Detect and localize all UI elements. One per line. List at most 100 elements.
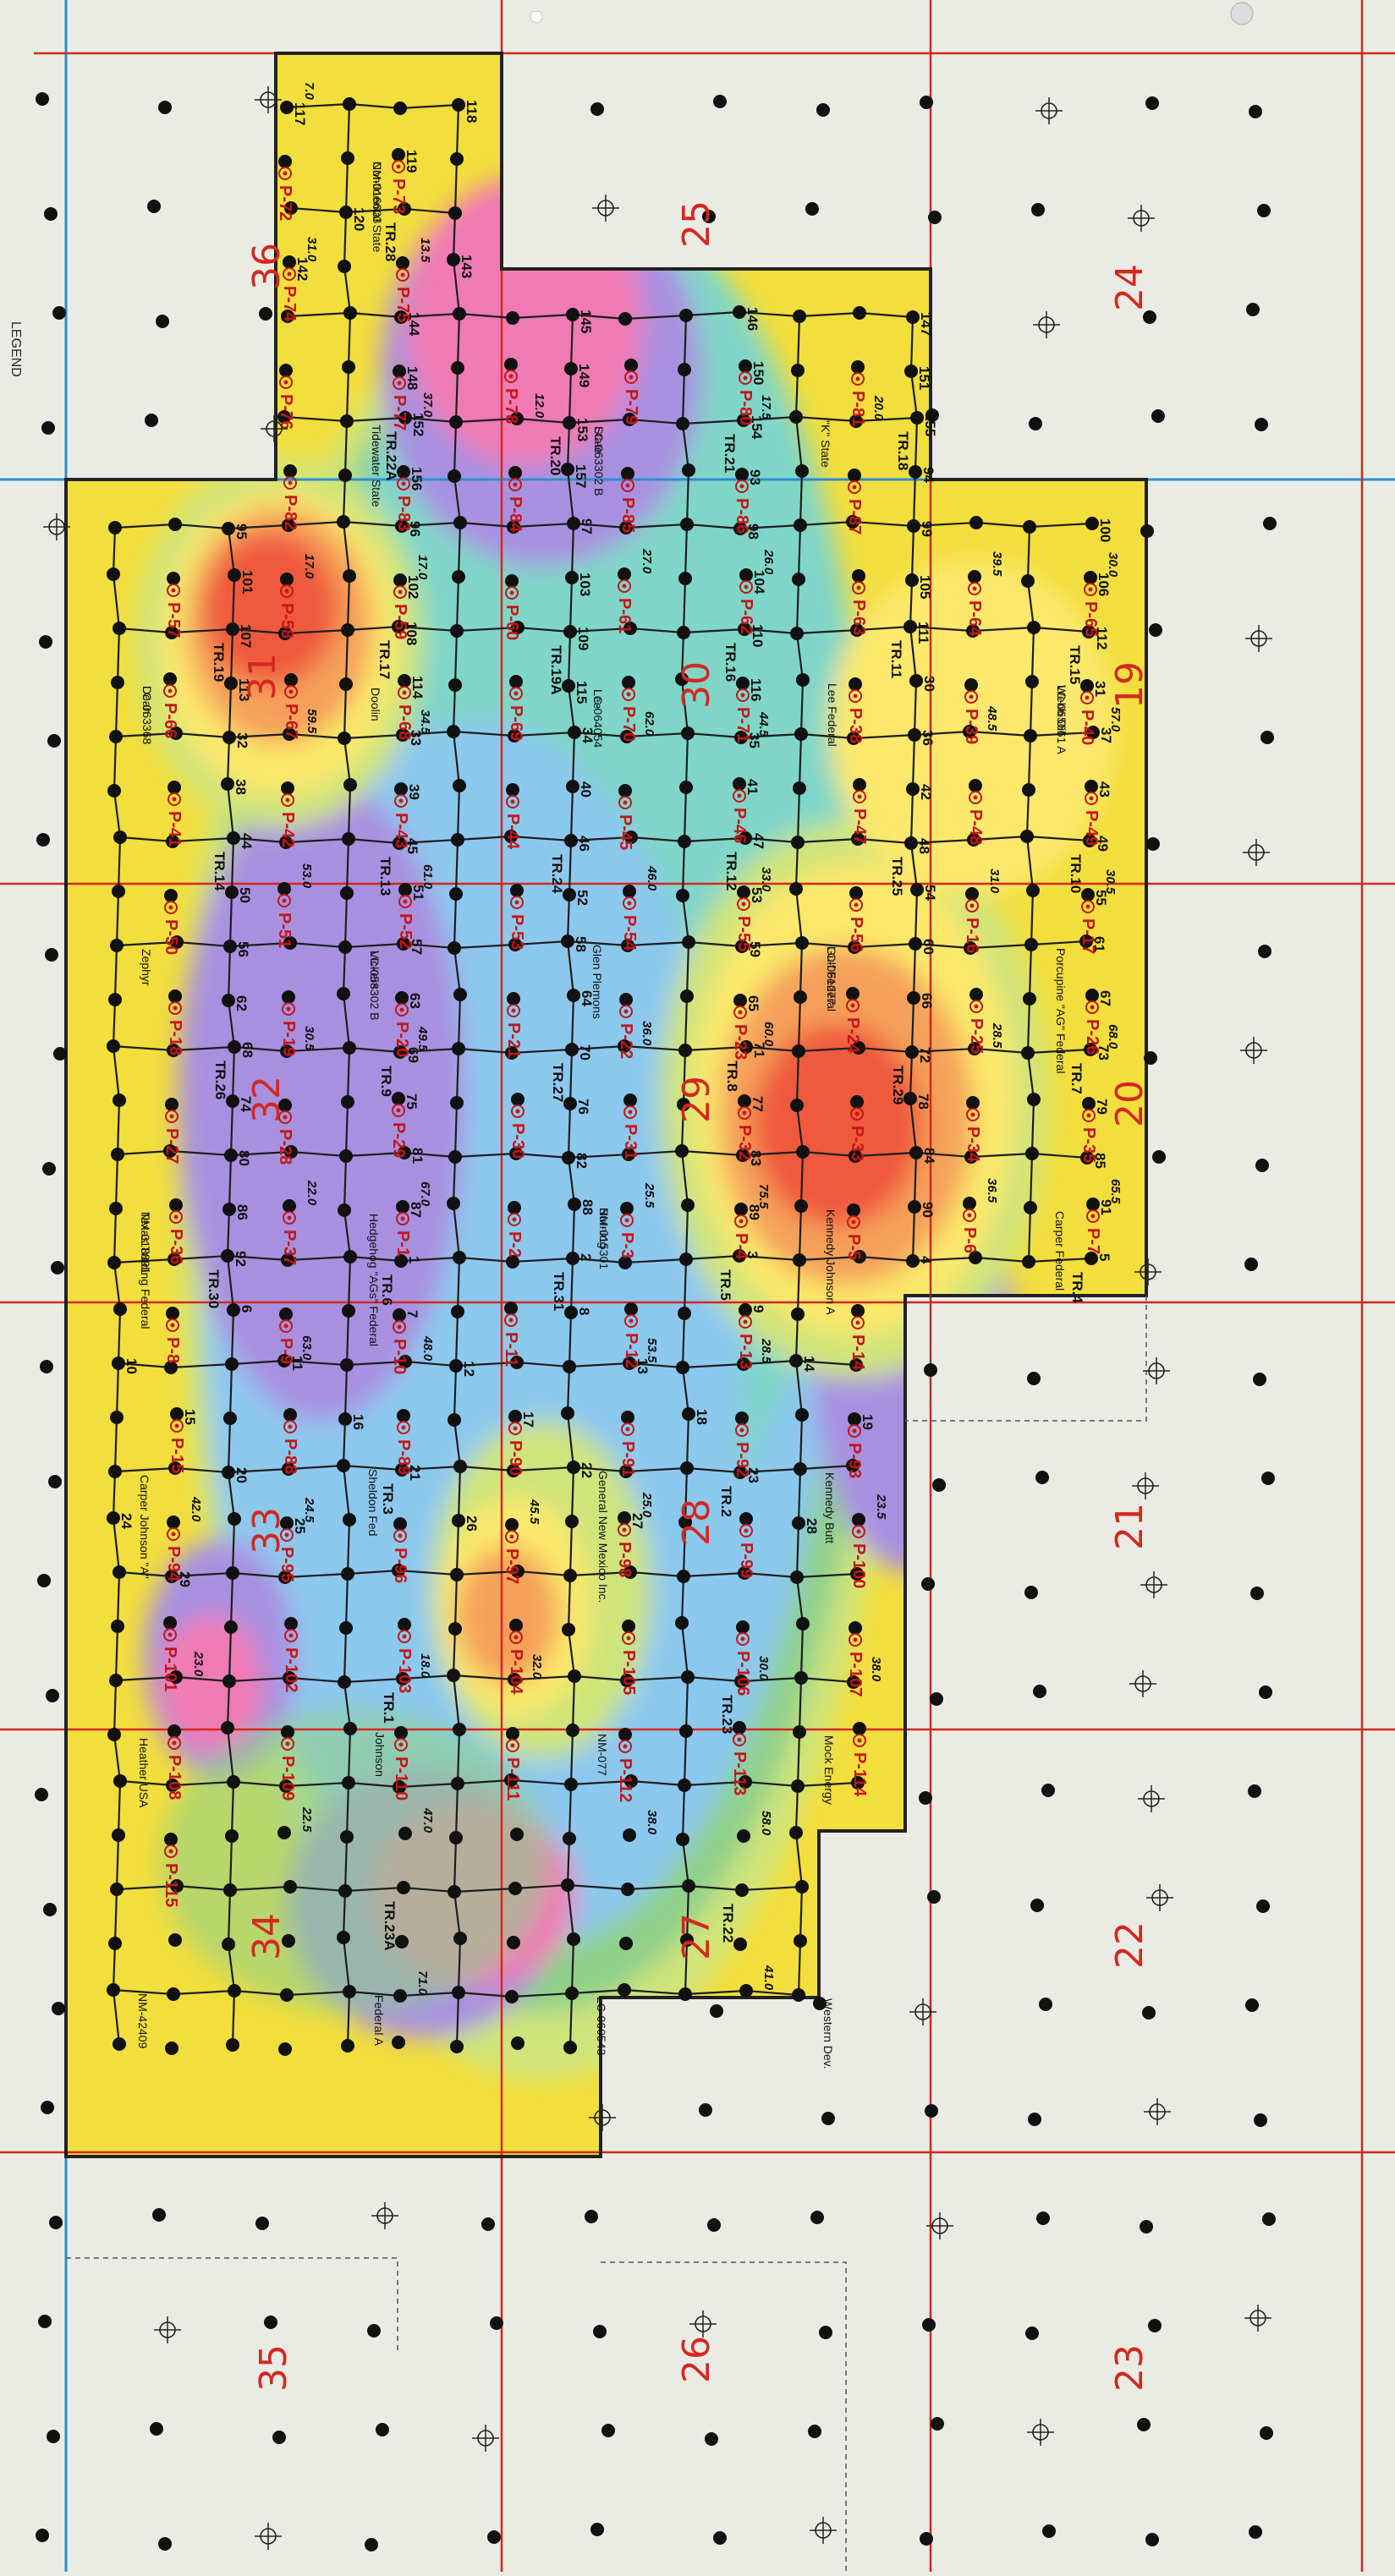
outside-well <box>47 734 61 748</box>
dry-hole-symbol <box>1146 1884 1173 1911</box>
producing-well <box>623 1828 636 1842</box>
lease-label: Burning <box>597 1208 611 1248</box>
injection-well: P-99 <box>737 1524 755 1578</box>
injector-label: P-22 <box>617 1023 635 1059</box>
producing-wells <box>107 97 1100 2056</box>
tract-label: TR.23A <box>382 1901 398 1951</box>
outside-well <box>705 2432 718 2446</box>
tract-label: TR.5 <box>717 1269 733 1301</box>
producing-well <box>794 1671 808 1685</box>
outside-well <box>927 1890 941 1904</box>
producing-well <box>566 308 579 321</box>
producing-well <box>1084 1043 1097 1056</box>
outside-well <box>821 2112 835 2125</box>
producing-well <box>968 1042 981 1055</box>
injection-well: P-18 <box>166 1001 184 1055</box>
injector-label: P-104 <box>507 1649 525 1695</box>
well-number: 14 <box>801 1356 817 1372</box>
producing-well <box>849 414 863 428</box>
well-number: 82 <box>574 1153 590 1169</box>
producing-well <box>848 940 861 954</box>
injector-label: P-75 <box>393 287 412 322</box>
producing-well <box>340 886 354 900</box>
producing-well <box>618 784 632 797</box>
contour-value: 37.0 <box>420 392 435 418</box>
producing-well <box>112 885 125 898</box>
producing-well <box>905 573 919 587</box>
producing-well <box>339 1149 353 1163</box>
lease-label: LC-060543 <box>595 1997 608 2055</box>
producing-well <box>848 469 861 482</box>
contour-value: 38.0 <box>645 1810 659 1835</box>
producing-well <box>1022 1255 1035 1269</box>
producing-well <box>733 305 746 319</box>
producing-well <box>504 830 518 843</box>
outside-well <box>925 2104 938 2118</box>
injection-well: P-24 <box>843 999 862 1054</box>
outside-well <box>272 2431 286 2444</box>
well-number: 76 <box>575 1099 591 1115</box>
producing-well <box>111 676 124 689</box>
injector-label: P-10 <box>390 1339 409 1374</box>
tract-label: TR.18 <box>895 431 911 470</box>
producing-well <box>395 1463 409 1477</box>
injector-label: P-23 <box>731 1024 750 1060</box>
producing-well <box>451 1305 464 1318</box>
producing-well <box>169 726 183 740</box>
producing-well <box>113 2037 126 2051</box>
well-number: 3 <box>744 1251 761 1258</box>
producing-well <box>393 573 407 587</box>
producing-well <box>395 519 409 533</box>
injector-label: P-35 <box>1079 1127 1098 1163</box>
contour-value: 22.0 <box>305 1180 319 1206</box>
producing-well <box>165 1098 178 1111</box>
contour-value: 20.0 <box>871 395 886 421</box>
producing-well <box>967 833 980 847</box>
injection-well: P-13 <box>736 1315 755 1369</box>
outside-well <box>53 1047 67 1061</box>
outside-well <box>259 307 272 321</box>
producing-well <box>338 1412 352 1426</box>
producing-well <box>170 1879 184 1893</box>
producing-well <box>343 569 356 583</box>
producing-well <box>846 987 860 1000</box>
producing-well <box>511 2036 524 2050</box>
producing-well <box>738 1566 751 1580</box>
producing-well <box>166 1307 179 1320</box>
producing-well <box>790 627 804 640</box>
injector-label: P-9 <box>277 1338 295 1364</box>
well-number: 28 <box>804 1518 820 1534</box>
producing-well <box>563 1360 576 1373</box>
injector-label: P-52 <box>396 913 415 949</box>
producing-well <box>393 836 406 850</box>
injection-well: P-5 <box>844 1215 863 1260</box>
lease-label: "K" State <box>819 420 832 468</box>
producing-well <box>789 1826 803 1839</box>
well-number: 98 <box>745 523 761 540</box>
well-number: 59 <box>747 941 763 957</box>
contour-value: 71.0 <box>415 1970 430 1996</box>
producing-well <box>277 1826 291 1839</box>
lease-label: Mock Energy <box>822 1735 836 1805</box>
outside-well <box>921 1577 935 1591</box>
producing-well <box>791 836 805 849</box>
outside-well <box>1033 1685 1046 1698</box>
producing-well <box>680 1933 694 1947</box>
outside-well <box>42 1162 56 1176</box>
section-number: 33 <box>245 1507 288 1554</box>
injector-label: P-55 <box>734 916 753 951</box>
injection-well: P-89 <box>394 1421 413 1475</box>
injector-label: P-71 <box>733 707 752 743</box>
producing-well <box>847 1203 860 1217</box>
producing-well <box>222 1937 235 1951</box>
producing-well <box>969 988 983 1001</box>
producing-well <box>792 1988 805 2002</box>
outside-well <box>41 2101 54 2114</box>
producing-well <box>448 469 461 483</box>
producing-well <box>508 1201 521 1214</box>
well-number: 44 <box>239 833 255 849</box>
producing-well <box>338 732 351 745</box>
injector-label: P-91 <box>618 1441 637 1477</box>
producing-well <box>909 674 923 688</box>
